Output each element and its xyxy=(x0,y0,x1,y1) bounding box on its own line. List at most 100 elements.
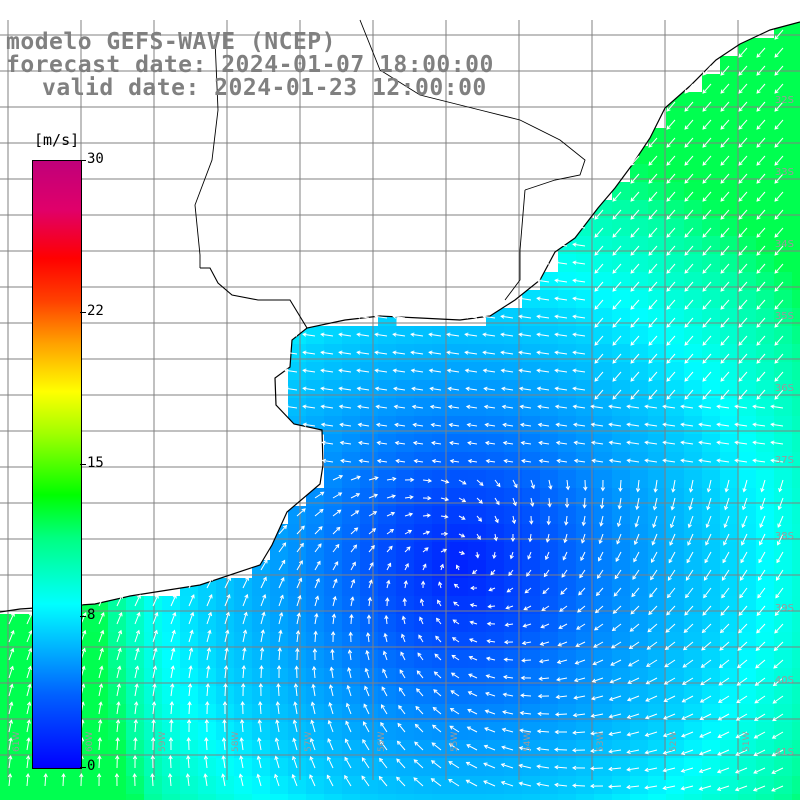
wind-arrow-shaft xyxy=(703,587,712,598)
field-cell xyxy=(756,380,775,399)
field-cell xyxy=(504,740,523,759)
field-cell xyxy=(612,560,631,579)
wind-arrow-shaft xyxy=(393,351,406,355)
field-cell xyxy=(576,272,595,291)
wind-arrow-shaft xyxy=(363,721,370,733)
wind-arrow-head xyxy=(774,125,779,130)
wind-arrow-head xyxy=(720,251,725,256)
wind-arrow-shaft xyxy=(512,515,516,524)
field-cell xyxy=(792,20,800,39)
wind-arrow-shaft xyxy=(720,371,730,382)
field-cell xyxy=(666,506,685,525)
wind-arrow-head xyxy=(309,755,314,761)
wind-arrow-head xyxy=(284,368,289,373)
wind-arrow-head xyxy=(688,506,693,511)
field-cell xyxy=(720,398,739,417)
longitude-label: 60W xyxy=(85,731,95,752)
field-cell xyxy=(468,542,487,561)
wind-arrow-shaft xyxy=(774,119,784,130)
wind-arrow-shaft xyxy=(701,659,712,668)
wind-arrow-shaft xyxy=(520,405,532,409)
wind-arrow-head xyxy=(447,386,452,391)
wind-arrow-shaft xyxy=(720,101,730,112)
wind-arrow-shaft xyxy=(466,779,478,787)
wind-arrow-shaft xyxy=(573,333,586,337)
field-cell xyxy=(648,776,667,795)
field-cell xyxy=(234,794,253,800)
wind-arrow-head xyxy=(135,629,141,635)
field-cell xyxy=(648,542,667,561)
field-cell xyxy=(378,362,397,381)
field-cell xyxy=(630,452,649,471)
wind-arrow-shaft xyxy=(98,666,103,679)
wind-arrow-head xyxy=(716,404,721,409)
wind-arrow-shaft xyxy=(776,551,784,563)
wind-arrow-shaft xyxy=(776,569,784,581)
field-cell xyxy=(630,524,649,543)
field-cell xyxy=(558,344,577,363)
field-cell xyxy=(396,416,415,435)
coastline xyxy=(0,21,800,613)
wind-arrow-shaft xyxy=(591,713,604,717)
wind-arrow-shaft xyxy=(397,723,406,733)
field-cell xyxy=(756,668,775,687)
field-cell xyxy=(684,704,703,723)
field-cell xyxy=(414,614,433,633)
wind-arrow-head xyxy=(8,719,14,724)
wind-arrow-head xyxy=(362,738,367,744)
field-cell xyxy=(756,272,775,291)
field-cell xyxy=(630,470,649,489)
field-cell xyxy=(648,200,667,219)
wind-arrow-head xyxy=(719,629,725,634)
wind-arrow-shaft xyxy=(720,281,730,292)
wind-arrow-shaft xyxy=(629,641,640,649)
field-cell xyxy=(468,560,487,579)
field-cell xyxy=(324,794,343,800)
field-cell xyxy=(558,686,577,705)
field-cell xyxy=(756,182,775,201)
wind-arrow-shaft xyxy=(722,551,730,563)
wind-arrow-head xyxy=(467,440,472,446)
wind-arrow-shaft xyxy=(663,441,676,445)
field-cell xyxy=(396,506,415,525)
field-cell xyxy=(774,506,793,525)
field-cell xyxy=(594,236,613,255)
field-cell xyxy=(756,416,775,435)
wind-arrow-head xyxy=(648,143,653,148)
wind-arrow-head xyxy=(485,458,490,464)
field-cell xyxy=(612,362,631,381)
field-cell xyxy=(504,542,523,561)
wind-arrow-head xyxy=(203,755,209,760)
field-cell xyxy=(738,362,757,381)
field-cell xyxy=(666,596,685,615)
wind-arrow-head xyxy=(445,479,450,484)
latitude-label: 35S xyxy=(774,311,794,322)
field-cell xyxy=(414,758,433,777)
wind-arrow-shaft xyxy=(433,707,442,715)
field-cell xyxy=(342,362,361,381)
wind-arrow-head xyxy=(666,215,671,220)
wind-arrow-head xyxy=(490,571,495,576)
field-cell xyxy=(738,686,757,705)
wind-arrow-head xyxy=(684,269,689,274)
wind-arrow-shaft xyxy=(361,775,370,787)
wind-arrow-shaft xyxy=(485,710,496,715)
wind-arrow-shaft xyxy=(416,688,424,697)
wind-arrow-shaft xyxy=(314,613,318,625)
field-cell xyxy=(540,452,559,471)
field-cell xyxy=(414,398,433,417)
wind-arrow-head xyxy=(594,287,599,292)
wind-arrow-head xyxy=(98,683,104,688)
field-cell xyxy=(684,200,703,219)
wind-arrow-shaft xyxy=(719,659,730,668)
wind-arrow-shaft xyxy=(666,119,676,130)
field-cell xyxy=(486,326,505,345)
wind-arrow-head xyxy=(510,537,516,542)
wind-arrow-shaft xyxy=(612,209,622,220)
field-cell xyxy=(378,398,397,417)
wind-arrow-head xyxy=(7,773,13,778)
wind-arrow-head xyxy=(702,359,707,364)
wind-arrow-head xyxy=(171,629,176,635)
field-cell xyxy=(702,416,721,435)
wind-arrow-shaft xyxy=(612,263,622,274)
